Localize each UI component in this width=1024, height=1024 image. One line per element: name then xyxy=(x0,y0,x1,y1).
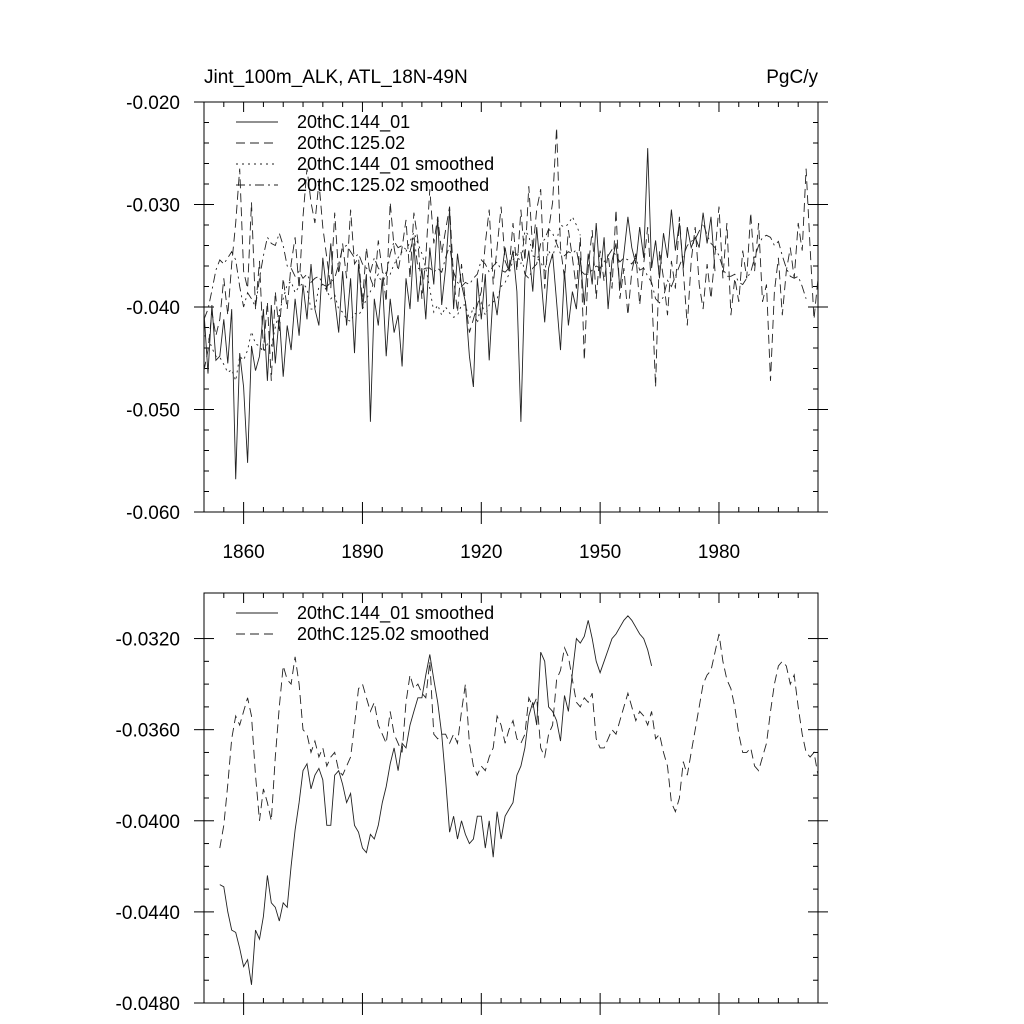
y-tick-label: -0.060 xyxy=(126,503,180,524)
y-tick-label: -0.030 xyxy=(126,196,180,217)
y-tick-label: -0.0320 xyxy=(116,630,180,651)
y-tick-label: -0.020 xyxy=(126,93,180,114)
x-tick-label: 1920 xyxy=(460,542,502,563)
top-panel: 1860 1890 1920 1950 1980 -0.060 -0.050 -0.040 -0… xyxy=(126,93,828,563)
y-tick-label: -0.0480 xyxy=(116,994,180,1015)
x-tick-label: 1950 xyxy=(579,542,621,563)
y-tick-label: -0.050 xyxy=(126,401,180,422)
legend-label-0: 20thC.144_01 smoothed xyxy=(297,603,494,624)
bottom-panel: -0.0480 -0.0440 -0.0400 -0.0360 -0.0320 20thC… xyxy=(116,592,828,1015)
y-tick-label: -0.0360 xyxy=(116,721,180,742)
legend-label-1: 20thC.125.02 xyxy=(297,133,405,153)
series-line-0 xyxy=(219,615,653,985)
x-tick-label: 1860 xyxy=(222,542,264,563)
x-tick-label: 1980 xyxy=(698,542,740,563)
y-tick-label: -0.0400 xyxy=(116,812,180,833)
legend-label-1: 20thC.125.02 smoothed xyxy=(297,624,489,644)
legend-label-2: 20thC.144_01 smoothed xyxy=(297,154,494,175)
series-line-0 xyxy=(204,148,716,480)
y-tick-label: -0.040 xyxy=(126,298,180,319)
series-line-2 xyxy=(204,215,581,381)
y-tick-label: -0.0440 xyxy=(116,903,180,924)
legend-label-0: 20thC.144_01 xyxy=(297,112,410,133)
series-line-1 xyxy=(204,127,818,388)
series-line-3 xyxy=(204,221,807,320)
legend-label-3: 20thC.125.02 smoothed xyxy=(297,175,489,195)
series-line-1 xyxy=(219,633,818,849)
chart-title: Jint_100m_ALK, ATL_18N-49N xyxy=(204,67,468,88)
x-tick-label: 1890 xyxy=(341,542,383,563)
chart-units-label: PgC/y xyxy=(766,67,818,88)
